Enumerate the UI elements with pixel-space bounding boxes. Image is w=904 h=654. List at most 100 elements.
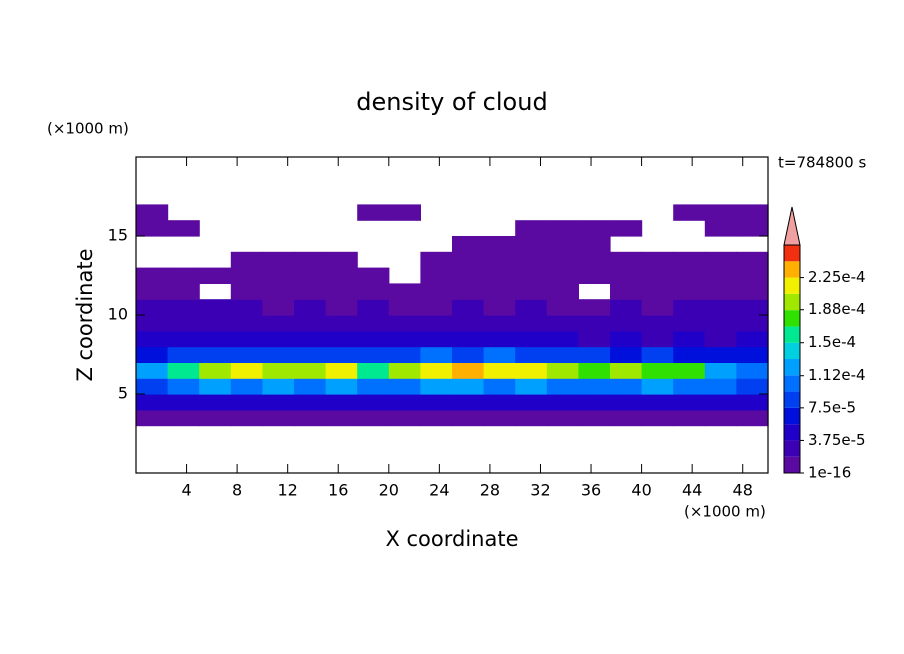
contour-cell <box>704 362 737 379</box>
contour-cell <box>610 362 643 379</box>
contour-cell <box>546 299 579 316</box>
contour-cell <box>136 204 169 221</box>
contour-cell <box>736 362 769 379</box>
contour-cell <box>420 362 453 379</box>
contour-cell <box>230 346 263 363</box>
contour-cell <box>262 409 295 427</box>
contour-cell <box>546 409 579 427</box>
contour-cell <box>357 283 390 300</box>
contour-cell <box>230 299 263 316</box>
x-tick-label: 4 <box>181 481 191 500</box>
contour-cell <box>199 346 232 363</box>
contour-cell <box>420 378 453 395</box>
contour-cell <box>515 346 548 363</box>
contour-cell <box>578 346 611 363</box>
contour-cell <box>452 299 485 316</box>
colorbar-frame <box>783 244 801 474</box>
colorbar-tick-label: 1.5e-4 <box>808 333 856 351</box>
contour-cell <box>230 394 263 411</box>
contour-cell <box>673 251 706 269</box>
contour-cell <box>515 394 548 411</box>
contour-cell <box>262 315 295 332</box>
colorbar-band <box>784 391 800 408</box>
contour-cell <box>610 394 643 411</box>
contour-cell <box>704 251 737 269</box>
contour-cell <box>230 362 263 379</box>
colorbar-tick-label: 1.12e-4 <box>808 366 866 384</box>
contour-cell <box>610 299 643 316</box>
contour-cell <box>167 283 200 300</box>
contour-cell <box>483 283 516 300</box>
contour-cell <box>515 220 548 237</box>
contour-cell <box>325 251 358 269</box>
contour-cell <box>736 251 769 269</box>
contour-cell <box>230 251 263 269</box>
colorbar-tick-label: 1.88e-4 <box>808 300 866 318</box>
contour-cell <box>673 315 706 332</box>
contour-cell <box>641 251 674 269</box>
contour-cell <box>136 299 169 316</box>
contour-cell <box>546 394 579 411</box>
contour-cell <box>294 251 327 269</box>
contour-cell <box>515 267 548 284</box>
contour-cell <box>357 409 390 427</box>
x-tick-label: 36 <box>581 481 601 500</box>
contour-cell <box>673 204 706 221</box>
contour-cell <box>167 220 200 237</box>
contour-cell <box>420 346 453 363</box>
contour-cell <box>294 362 327 379</box>
contour-cell <box>546 378 579 395</box>
contour-cell <box>136 283 169 300</box>
contour-cell <box>294 299 327 316</box>
contour-cell <box>420 330 453 348</box>
contour-cell <box>452 409 485 427</box>
contour-cell <box>610 409 643 427</box>
contour-cell <box>294 409 327 427</box>
contour-cell <box>483 409 516 427</box>
contour-cell <box>704 378 737 395</box>
contour-cell <box>136 330 169 348</box>
chart-title: density of cloud <box>356 88 547 116</box>
contour-cell <box>578 251 611 269</box>
contour-cell <box>515 378 548 395</box>
contour-cell <box>136 409 169 427</box>
contour-cell <box>736 394 769 411</box>
contour-cell <box>641 378 674 395</box>
contour-cell <box>420 251 453 269</box>
contour-cell <box>420 283 453 300</box>
colorbar-band <box>784 440 800 457</box>
contour-cell <box>199 330 232 348</box>
contour-cell <box>452 236 485 253</box>
contour-cell <box>736 267 769 284</box>
colorbar-band <box>784 326 800 343</box>
y-tick-label: 5 <box>118 384 128 403</box>
contour-cell <box>230 315 263 332</box>
contour-cell <box>357 330 390 348</box>
contour-cell <box>452 378 485 395</box>
contour-cell <box>546 220 579 237</box>
contour-cell <box>578 315 611 332</box>
contour-cell <box>704 283 737 300</box>
colorbar-tick-label: 3.75e-5 <box>808 431 866 449</box>
x-unit: (×1000 m) <box>684 503 766 521</box>
contour-cell <box>610 315 643 332</box>
contour-cell <box>546 267 579 284</box>
contour-cell <box>483 394 516 411</box>
contour-cell <box>262 283 295 300</box>
contour-cell <box>578 394 611 411</box>
contour-cell <box>167 346 200 363</box>
contour-cell <box>230 283 263 300</box>
contour-cell <box>546 346 579 363</box>
contour-cell <box>230 267 263 284</box>
contour-cell <box>388 362 421 379</box>
contour-cell <box>294 315 327 332</box>
contour-cell <box>294 378 327 395</box>
contour-cell <box>452 283 485 300</box>
contour-cell <box>641 346 674 363</box>
colorbar-extension <box>783 206 801 246</box>
contour-cell <box>262 346 295 363</box>
contour-cell <box>262 394 295 411</box>
contour-cell <box>736 409 769 427</box>
contour-cell <box>610 330 643 348</box>
contour-cell <box>294 283 327 300</box>
